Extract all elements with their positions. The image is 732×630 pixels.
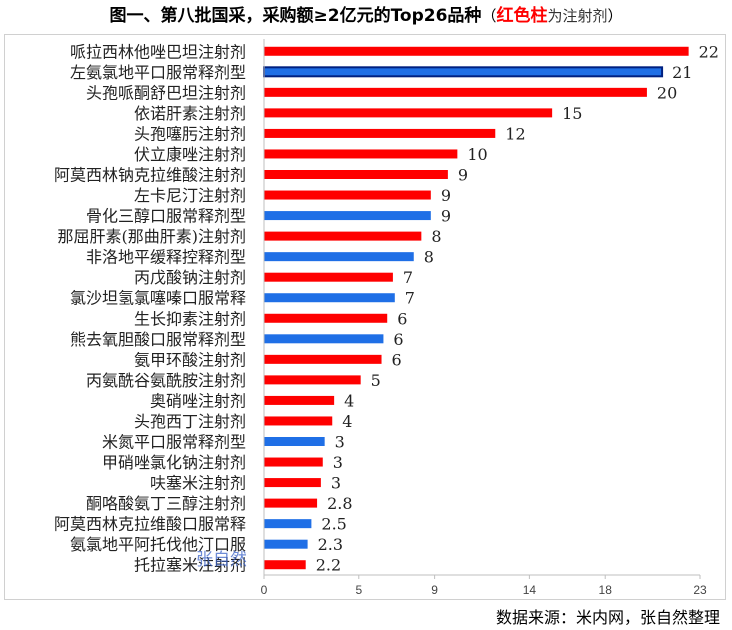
x-tick-label-0: 0: [261, 583, 268, 597]
bar-8: [264, 211, 431, 221]
bar-21: [264, 478, 321, 488]
bar-11: [264, 272, 393, 282]
category-label-12: 氯沙坦氢氯噻嗪口服常释: [70, 289, 246, 308]
bar-6: [264, 170, 448, 179]
category-label-14: 熊去氧胆酸口服常释剂型: [70, 330, 246, 349]
bar-23: [264, 519, 312, 529]
bar-2: [264, 87, 647, 97]
data-label-17: 4: [344, 391, 354, 410]
category-label-20: 甲硝唑氯化钠注射剂: [102, 453, 246, 472]
category-label-13: 生长抑素注射剂: [134, 309, 246, 328]
data-label-8: 9: [441, 207, 451, 226]
category-label-15: 氨甲环酸注射剂: [134, 350, 246, 369]
data-label-5: 10: [467, 145, 487, 164]
category-label-11: 丙戊酸钠注射剂: [134, 268, 246, 287]
bar-14: [264, 334, 384, 344]
bar-19: [264, 437, 325, 446]
data-label-21: 3: [331, 474, 341, 493]
category-label-22: 酮咯酸氨丁三醇注射剂: [86, 494, 246, 513]
watermark: 张自然: [196, 550, 247, 570]
category-label-1: 左氨氯地平口服常释剂型: [70, 63, 246, 82]
data-label-18: 4: [342, 412, 352, 431]
data-label-20: 3: [333, 453, 343, 472]
bar-25: [264, 560, 306, 570]
category-label-21: 呋塞米注射剂: [150, 474, 246, 493]
x-tick-label-2: 9: [431, 583, 438, 597]
category-label-9: 那屈肝素(那曲肝素)注射剂: [58, 227, 247, 246]
data-label-2: 20: [657, 83, 677, 102]
bar-3: [264, 108, 553, 118]
bar-18: [264, 416, 333, 426]
title-injection-note: 为注射剂: [547, 7, 608, 25]
axes: [263, 39, 701, 579]
data-label-9: 8: [431, 227, 441, 246]
bar-20: [264, 457, 323, 467]
data-label-24: 2.3: [318, 535, 343, 554]
bar-9: [264, 231, 422, 241]
category-label-6: 阿莫西林钠克拉维酸注射剂: [54, 166, 246, 185]
bar-5: [264, 149, 458, 159]
data-label-14: 6: [393, 330, 403, 349]
category-label-16: 丙氨酰谷氨酰胺注射剂: [86, 371, 246, 390]
data-label-22: 2.8: [327, 494, 352, 513]
chart-title-main: 图一、第八批国采，采购额≥2亿元的Top26品种: [109, 6, 482, 26]
bar-24: [264, 539, 308, 549]
data-label-10: 8: [424, 248, 434, 267]
data-label-6: 9: [458, 166, 468, 185]
data-label-1: 21: [672, 63, 692, 82]
bar-17: [264, 395, 335, 405]
data-label-4: 12: [505, 124, 525, 143]
title-paren-close: ）: [607, 7, 623, 25]
category-label-25: 托拉塞米注射剂: [134, 556, 246, 575]
category-label-3: 依诺肝素注射剂: [134, 104, 246, 123]
category-label-17: 奥硝唑注射剂: [150, 391, 246, 410]
data-label-15: 6: [392, 350, 402, 369]
bar-10: [264, 252, 414, 262]
data-label-19: 3: [335, 433, 345, 452]
data-label-3: 15: [562, 104, 582, 123]
data-label-23: 2.5: [321, 515, 346, 534]
category-label-5: 伏立康唑注射剂: [134, 145, 246, 164]
bar-12: [264, 293, 395, 303]
title-red-bar-note: 红色柱: [496, 6, 548, 26]
category-label-24: 氨氯地平阿托伐他汀口服: [70, 535, 246, 554]
source-note: 数据来源：米内网，张自然整理: [495, 608, 720, 627]
category-label-23: 阿莫西林克拉维酸口服常释: [54, 515, 246, 534]
x-tick-label-4: 18: [599, 583, 613, 597]
bar-7: [264, 190, 431, 200]
x-tick-label-5: 23: [693, 583, 707, 597]
data-label-13: 6: [397, 309, 407, 328]
bar-15: [264, 354, 382, 364]
bar-4: [264, 128, 496, 138]
data-label-7: 9: [441, 186, 451, 205]
bar-1: [263, 66, 664, 78]
chart-title: 图一、第八批国采，采购额≥2亿元的Top26品种（红色柱为注射剂）: [0, 4, 732, 28]
title-paren-open: （: [481, 7, 497, 25]
bar-22: [264, 498, 318, 508]
data-label-11: 7: [403, 268, 413, 287]
category-label-2: 头孢哌酮舒巴坦注射剂: [86, 83, 246, 102]
data-label-16: 5: [371, 371, 381, 390]
x-tick-labels: 0 5 9 14 18 23: [261, 583, 707, 597]
data-label-25: 2.2: [316, 556, 341, 575]
category-label-19: 米氮平口服常释剂型: [102, 433, 246, 452]
data-label-12: 7: [405, 289, 415, 308]
category-label-7: 左卡尼汀注射剂: [134, 186, 246, 205]
chart-frame: [4, 34, 726, 600]
bar-13: [264, 313, 388, 323]
category-labels: 哌拉西林他唑巴坦注射剂左氨氯地平口服常释剂型头孢哌酮舒巴坦注射剂依诺肝素注射剂头…: [54, 42, 246, 574]
x-tick-label-1: 5: [355, 583, 362, 597]
category-label-10: 非洛地平缓释控释剂型: [86, 248, 246, 267]
x-tick-label-3: 14: [523, 583, 537, 597]
category-label-0: 哌拉西林他唑巴坦注射剂: [70, 42, 246, 61]
category-label-4: 头孢噻肟注射剂: [134, 124, 246, 143]
data-label-0: 22: [699, 42, 719, 61]
bar-0: [264, 46, 689, 56]
bar-series: [263, 46, 689, 570]
category-label-18: 头孢西丁注射剂: [134, 412, 246, 431]
bar-16: [264, 375, 361, 385]
category-label-8: 骨化三醇口服常释剂型: [86, 207, 246, 226]
